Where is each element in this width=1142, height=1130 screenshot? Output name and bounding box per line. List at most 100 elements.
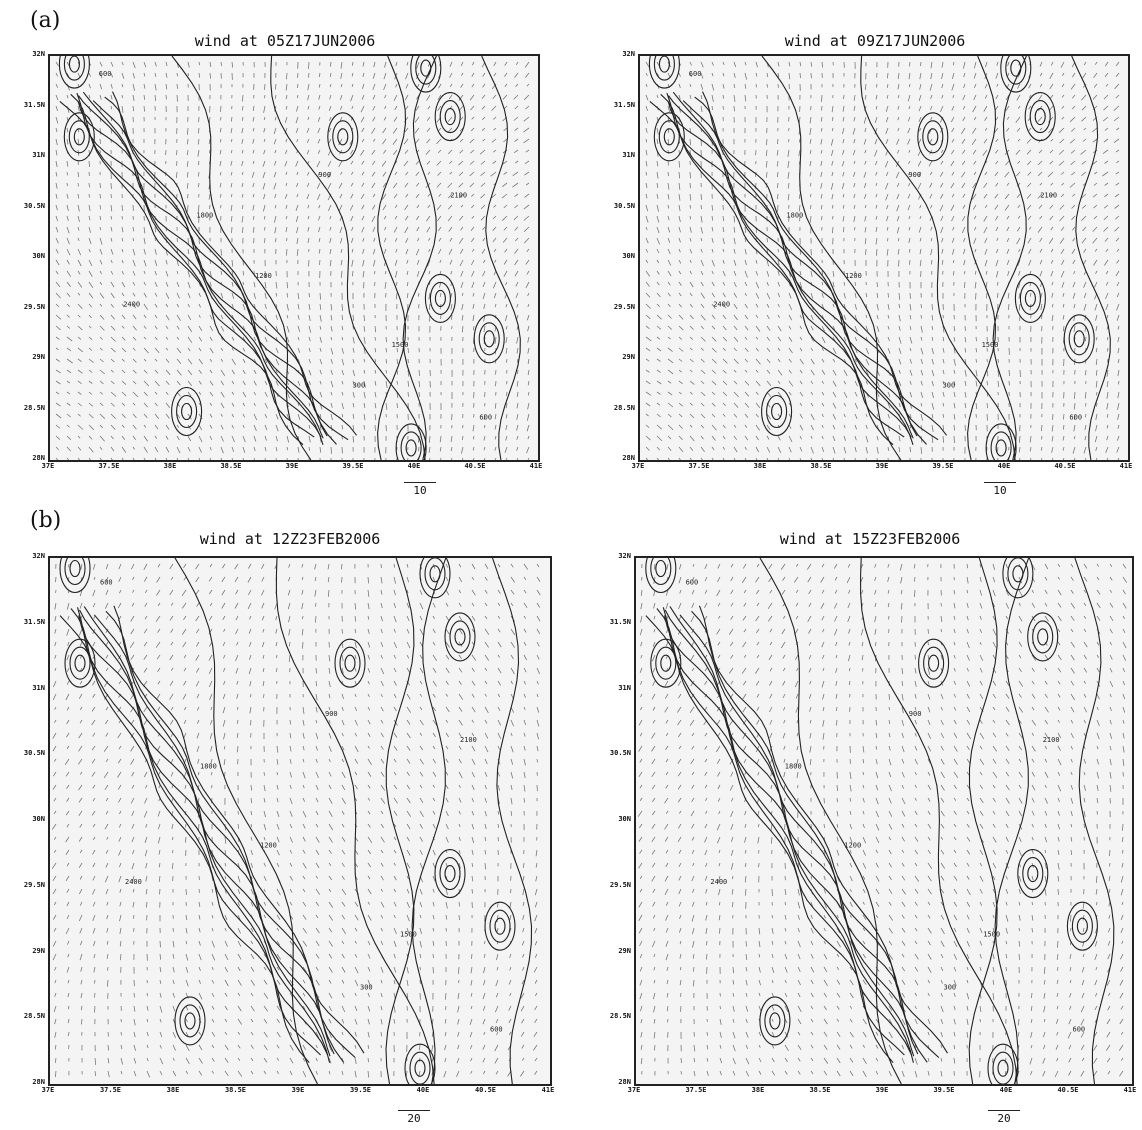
wind-vector [493, 127, 497, 131]
wind-vector [367, 784, 371, 789]
wind-vector [306, 127, 310, 133]
wind-vector [143, 771, 148, 778]
wind-vector [285, 138, 288, 143]
wind-vector [171, 797, 174, 803]
wind-vector [105, 576, 109, 582]
contour-loop [922, 120, 944, 154]
wind-vector [777, 391, 783, 398]
wind-vector [183, 680, 187, 686]
wind-vector [209, 602, 213, 607]
wind-vector [263, 836, 266, 841]
wind-vector [536, 719, 540, 727]
wind-vector [248, 628, 252, 634]
contour-loop [395, 423, 427, 460]
wind-vector [700, 292, 705, 299]
wind-vector [953, 424, 955, 431]
wind-vector [667, 116, 670, 124]
wind-vector [406, 719, 411, 725]
wind-vector [263, 693, 265, 698]
wind-vector [843, 435, 846, 441]
wind-vector [341, 849, 346, 855]
wind-vector [777, 435, 781, 441]
contour-line [270, 56, 426, 460]
wind-vector [996, 61, 999, 66]
wind-vector [354, 628, 357, 634]
wind-vector [1117, 424, 1120, 429]
wind-vector [711, 226, 714, 232]
wind-vector [458, 667, 463, 673]
wind-vector [931, 325, 934, 330]
wind-vector [78, 862, 83, 869]
wind-vector [186, 171, 189, 178]
wind-vector [876, 281, 878, 288]
wind-vector [471, 215, 475, 219]
wind-vector [854, 435, 857, 441]
wind-vector [700, 457, 703, 460]
wind-vector [645, 248, 649, 253]
wind-vector [920, 347, 924, 355]
wind-vector [198, 914, 201, 920]
wind-vector [157, 706, 161, 711]
wind-vector [484, 862, 487, 870]
wind-vector [99, 226, 102, 231]
wind-vector [920, 303, 922, 309]
wind-vector [909, 380, 912, 385]
wind-vector [514, 226, 519, 231]
wind-vector [385, 380, 388, 388]
wind-vector [416, 270, 420, 277]
wind-vector [143, 303, 149, 311]
wind-vector [157, 836, 161, 844]
wind-vector [66, 914, 70, 920]
wind-vector [252, 215, 255, 220]
wind-vector [534, 953, 538, 958]
wind-vector [297, 314, 300, 320]
wind-vector [176, 83, 178, 89]
wind-vector [777, 61, 780, 67]
wind-vector [165, 347, 169, 351]
wind-vector [711, 61, 714, 66]
wind-vector [393, 927, 397, 935]
wind-vector [289, 888, 293, 893]
wind-vector [678, 325, 684, 331]
wind-vector [983, 105, 988, 112]
wind-vector [275, 358, 280, 366]
wind-vector [510, 563, 514, 568]
wind-vector [450, 446, 453, 452]
wind-vector [445, 1005, 447, 1010]
wind-vector [505, 314, 508, 322]
wind-vector [66, 862, 70, 867]
wind-vector [406, 615, 410, 622]
wind-vector [77, 182, 79, 187]
wind-vector [211, 940, 215, 948]
wind-vector [689, 446, 694, 451]
wind-vector [315, 875, 319, 879]
wind-vector [953, 336, 956, 342]
wind-vector [897, 105, 900, 110]
wind-vector [93, 953, 96, 959]
wind-vector [1061, 259, 1065, 265]
wind-vector [242, 391, 247, 398]
wind-vector [432, 823, 436, 829]
wind-vector [88, 336, 93, 341]
wind-vector [185, 914, 188, 921]
wind-vector [187, 391, 192, 397]
wind-vector [66, 435, 72, 440]
wind-vector [689, 61, 692, 66]
wind-vector [419, 836, 423, 842]
wind-vector [515, 83, 519, 88]
wind-vector [1006, 127, 1010, 132]
wind-vector [264, 435, 267, 441]
wind-vector [328, 901, 334, 908]
wind-vector [328, 914, 334, 921]
wind-vector [875, 171, 878, 176]
wind-vector [419, 693, 423, 697]
wind-vector [439, 446, 442, 452]
wind-vector [918, 94, 922, 102]
wind-vector [184, 706, 187, 711]
wind-vector [469, 171, 475, 177]
wind-vector [445, 719, 449, 723]
wind-vector [997, 292, 999, 298]
wind-vector [513, 149, 519, 154]
part-label-a: (a) [30, 8, 61, 33]
wind-vector [510, 745, 514, 753]
